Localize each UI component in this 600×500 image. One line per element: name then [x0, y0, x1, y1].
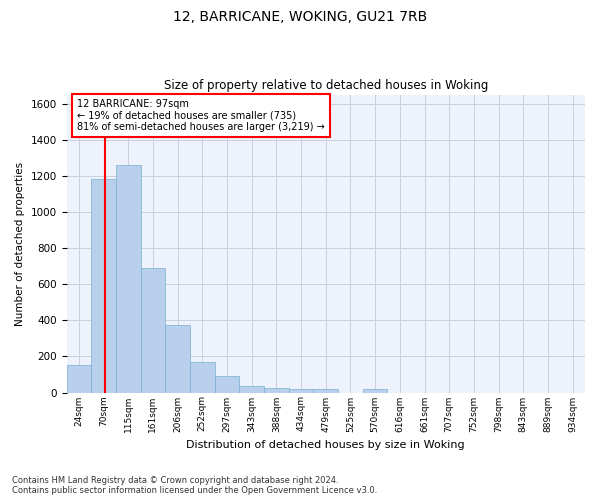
- Bar: [140, 268, 165, 392]
- Bar: [116, 165, 140, 392]
- X-axis label: Distribution of detached houses by size in Woking: Distribution of detached houses by size …: [187, 440, 465, 450]
- Text: 12 BARRICANE: 97sqm
← 19% of detached houses are smaller (735)
81% of semi-detac: 12 BARRICANE: 97sqm ← 19% of detached ho…: [77, 99, 325, 132]
- Bar: [215, 376, 239, 392]
- Text: 12, BARRICANE, WOKING, GU21 7RB: 12, BARRICANE, WOKING, GU21 7RB: [173, 10, 427, 24]
- Text: Contains HM Land Registry data © Crown copyright and database right 2024.
Contai: Contains HM Land Registry data © Crown c…: [12, 476, 377, 495]
- Bar: [313, 389, 338, 392]
- Bar: [289, 389, 313, 392]
- Bar: [363, 389, 388, 392]
- Y-axis label: Number of detached properties: Number of detached properties: [15, 162, 25, 326]
- Bar: [165, 325, 190, 392]
- Bar: [239, 386, 264, 392]
- Bar: [190, 362, 215, 392]
- Title: Size of property relative to detached houses in Woking: Size of property relative to detached ho…: [164, 79, 488, 92]
- Bar: [264, 388, 289, 392]
- Bar: [91, 180, 116, 392]
- Bar: [67, 366, 91, 392]
